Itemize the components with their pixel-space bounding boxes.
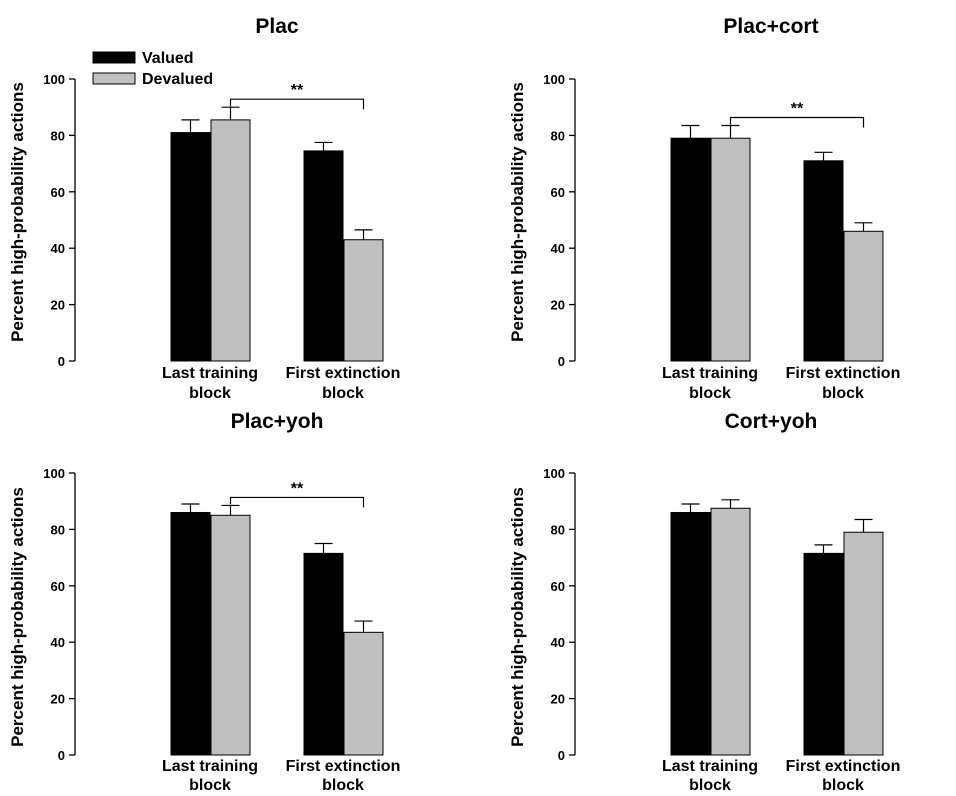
y-tick-label: 0 bbox=[58, 748, 65, 763]
y-tick-label: 100 bbox=[43, 466, 65, 481]
y-tick-label: 0 bbox=[558, 748, 565, 763]
bar-valued bbox=[170, 132, 211, 362]
y-tick-label: 20 bbox=[551, 692, 565, 707]
significance-bracket bbox=[229, 496, 365, 508]
x-category-label: Last training bbox=[662, 365, 758, 382]
y-tick-label: 40 bbox=[51, 241, 65, 256]
x-category-label: block bbox=[689, 777, 731, 791]
y-tick-label: 80 bbox=[51, 128, 65, 143]
bar-valued bbox=[170, 511, 211, 756]
y-axis-label: Percent high-probability actions bbox=[8, 82, 27, 342]
chart-panel-4: Cort+yoh Percent high-probability actions… bbox=[508, 410, 901, 794]
bar-devalued bbox=[343, 239, 384, 362]
y-tick-label: 60 bbox=[51, 579, 65, 594]
significance-marker: ** bbox=[291, 82, 304, 99]
significance-bracket bbox=[229, 98, 365, 110]
y-tick-label: 80 bbox=[51, 522, 65, 537]
y-axis-label: Percent high-probability actions bbox=[508, 487, 527, 747]
x-category-label: block bbox=[322, 777, 364, 791]
chart-panel-1: Plac Percent high-probability actions 0 20 4… bbox=[8, 15, 400, 402]
y-tick-label: 60 bbox=[51, 185, 65, 200]
x-category-label: Last training bbox=[162, 365, 258, 382]
legend-label: Valued bbox=[142, 50, 194, 67]
chart-title: Plac bbox=[255, 15, 299, 38]
y-tick-label: 0 bbox=[558, 354, 565, 369]
x-category-label: block bbox=[822, 385, 864, 402]
y-tick-label: 40 bbox=[551, 241, 565, 256]
bar-devalued bbox=[843, 531, 884, 756]
y-tick-label: 80 bbox=[551, 522, 565, 537]
bar-valued bbox=[670, 511, 711, 756]
x-category-label: First extinction bbox=[286, 365, 401, 382]
bar-devalued bbox=[210, 514, 251, 756]
significance-marker: ** bbox=[291, 480, 304, 497]
y-tick-label: 100 bbox=[543, 72, 565, 87]
bar-valued bbox=[303, 150, 344, 362]
chart-title: Plac+cort bbox=[723, 15, 818, 38]
bar-devalued bbox=[843, 230, 884, 362]
bar-devalued bbox=[710, 137, 751, 362]
chart-title: Cort+yoh bbox=[725, 410, 818, 433]
chart-panel-2: Plac+cort Percent high-probability action… bbox=[508, 15, 900, 402]
bar-valued bbox=[803, 160, 844, 362]
significance-bracket bbox=[729, 116, 865, 128]
x-category-label: block bbox=[322, 385, 364, 402]
legend: Valued Devalued bbox=[92, 50, 213, 88]
x-category-label: block bbox=[189, 385, 231, 402]
legend-swatch bbox=[92, 72, 136, 85]
bar-devalued bbox=[710, 507, 751, 756]
x-category-label: block bbox=[822, 777, 864, 791]
significance-marker: ** bbox=[791, 101, 804, 118]
x-category-label: First extinction bbox=[286, 758, 401, 775]
y-tick-label: 0 bbox=[58, 354, 65, 369]
chart-panel-3: Plac+yoh Percent high-probability actions… bbox=[8, 410, 401, 794]
y-tick-label: 40 bbox=[51, 635, 65, 650]
bar-devalued bbox=[210, 119, 251, 362]
x-category-label: Last training bbox=[162, 758, 258, 775]
y-tick-label: 20 bbox=[51, 298, 65, 313]
bar-devalued bbox=[343, 631, 384, 756]
y-tick-label: 80 bbox=[551, 128, 565, 143]
y-tick-label: 20 bbox=[51, 692, 65, 707]
y-tick-label: 60 bbox=[551, 579, 565, 594]
y-axis-label: Percent high-probability actions bbox=[508, 82, 527, 342]
x-category-label: Last training bbox=[662, 758, 758, 775]
y-tick-label: 60 bbox=[551, 185, 565, 200]
y-axis-label: Percent high-probability actions bbox=[8, 487, 27, 747]
x-category-label: First extinction bbox=[786, 365, 901, 382]
bar-valued bbox=[803, 552, 844, 756]
x-category-label: block bbox=[689, 385, 731, 402]
legend-swatch bbox=[92, 51, 136, 64]
y-tick-label: 100 bbox=[43, 72, 65, 87]
x-category-label: First extinction bbox=[786, 758, 901, 775]
bar-valued bbox=[303, 552, 344, 756]
bar-valued bbox=[670, 137, 711, 362]
y-tick-label: 20 bbox=[551, 298, 565, 313]
x-category-label: block bbox=[189, 777, 231, 791]
y-tick-label: 100 bbox=[543, 466, 565, 481]
y-tick-label: 40 bbox=[551, 635, 565, 650]
legend-label: Devalued bbox=[142, 71, 213, 88]
chart-title: Plac+yoh bbox=[231, 410, 324, 433]
